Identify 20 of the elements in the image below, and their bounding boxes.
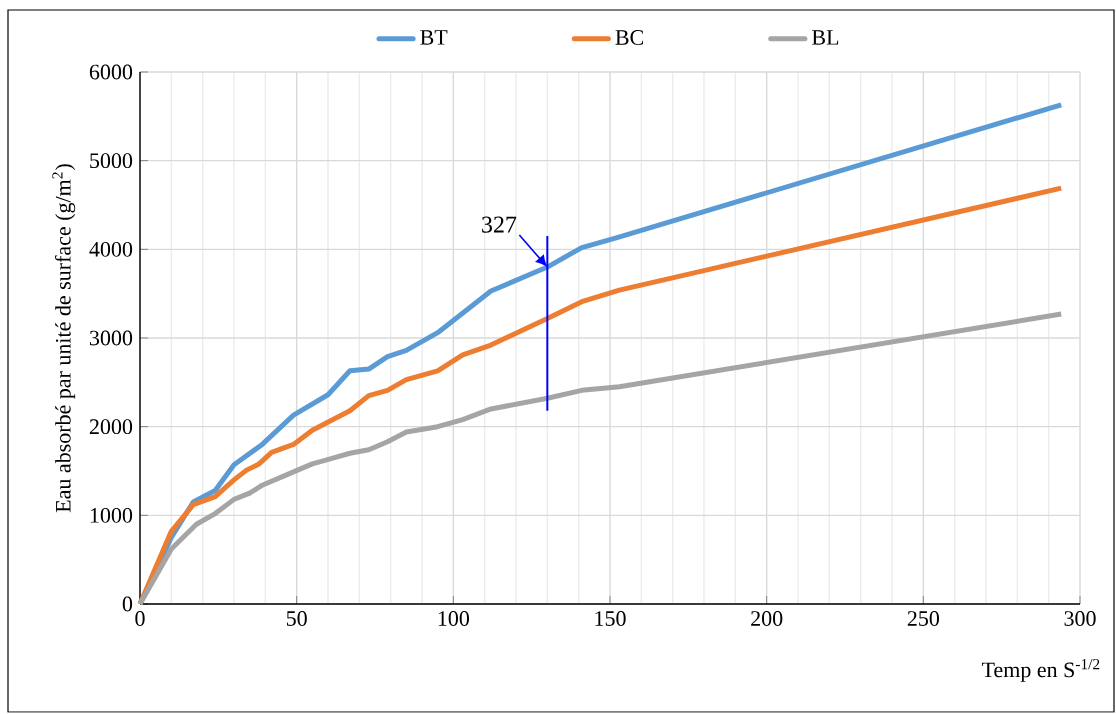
x-tick-label: 50 [286,611,307,626]
y-tick-label: 5000 [90,153,133,169]
legend-label: BL [812,30,839,45]
x-axis-title: Temp en S$^{-1/2}$ [981,658,1100,682]
x-tick-label: 300 [1064,611,1096,626]
y-tick-label: 3000 [90,330,133,346]
y-tick-label: 4000 [89,241,133,257]
y-tick-label: 0 [122,596,133,612]
legend-label: BC [615,30,644,45]
x-tick-label: 150 [595,611,626,626]
x-tick-label: 200 [751,611,783,626]
legend-label: BT [420,30,448,45]
y-axis-title: Eau absorbé par unité de surface (g/m$^{2}$) [52,164,76,513]
x-tick-label: 0 [135,611,145,626]
x-tick-label: 250 [907,611,939,626]
x-tick-label: 100 [438,611,469,626]
y-tick-label: 1000 [90,507,133,523]
y-tick-label: 2000 [89,419,133,435]
y-tick-label: 6000 [89,64,133,80]
annotation: 327 [482,216,517,233]
